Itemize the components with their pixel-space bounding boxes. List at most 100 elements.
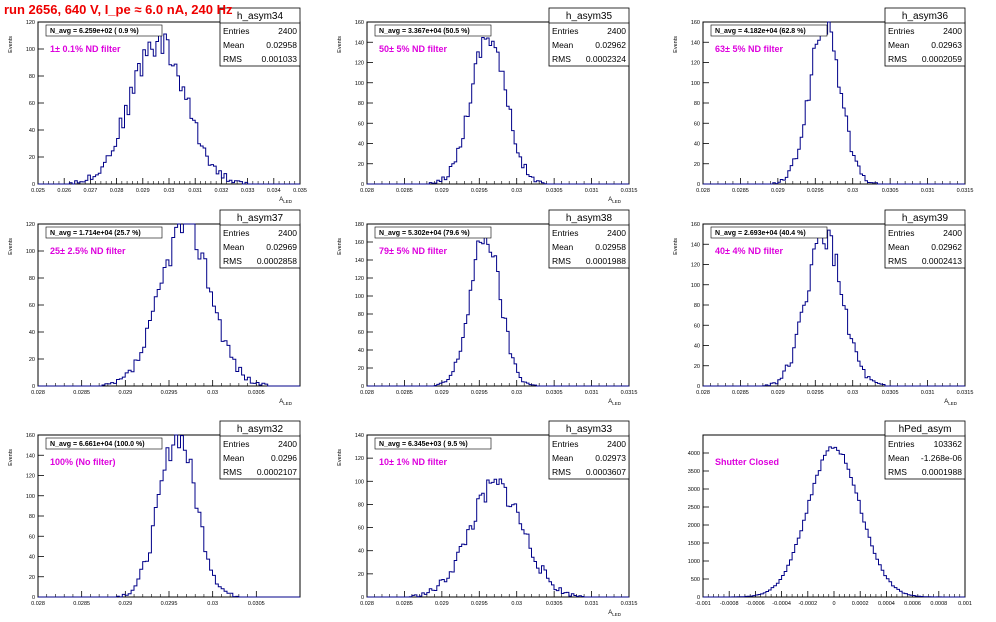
filter-annotation: 100% (No filter) — [50, 457, 116, 467]
stats-value: 0.0002413 — [922, 256, 962, 266]
stats-label: RMS — [223, 54, 242, 64]
stats-value: 2400 — [943, 26, 962, 36]
x-tick-label: 0.028 — [360, 601, 374, 607]
x-tick-label: 0.031 — [921, 390, 935, 396]
x-tick-label: 0.0315 — [957, 188, 974, 194]
y-tick-label: 60 — [29, 101, 35, 107]
y-tick-label: 80 — [29, 74, 35, 80]
y-tick-label: 20 — [358, 162, 364, 168]
y-tick-label: 60 — [358, 526, 364, 532]
stats-value: 103362 — [934, 439, 963, 449]
y-tick-label: 40 — [29, 128, 35, 134]
stats-label: Mean — [552, 40, 574, 50]
stats-label: RMS — [552, 467, 571, 477]
x-tick-label: 0.033 — [241, 188, 255, 194]
y-tick-label: 120 — [355, 456, 364, 462]
stats-value: 2400 — [278, 228, 297, 238]
filter-annotation: Shutter Closed — [715, 457, 779, 467]
histogram-panel-h_asym37: 0.028 0.0285 0.029 0.0295 0.03 0.0305 0 20 40 60 8… — [8, 209, 301, 406]
histogram-line-h_asym33 — [367, 478, 629, 598]
x-tick-label: 0.034 — [267, 188, 281, 194]
stats-label: RMS — [552, 54, 571, 64]
x-tick-label: 0.0006 — [904, 601, 921, 607]
x-tick-label: 0 — [832, 601, 835, 607]
stats-value: 0.0002324 — [586, 54, 626, 64]
y-axis-title: Events — [8, 238, 14, 255]
x-tick-label: 0.029 — [771, 390, 785, 396]
x-tick-label: 0.0295 — [471, 601, 488, 607]
x-tick-label: 0.0305 — [882, 188, 899, 194]
y-tick-label: 60 — [358, 121, 364, 127]
stats-box — [219, 420, 301, 480]
y-axis-title: Events — [337, 449, 343, 466]
y-tick-label: 40 — [358, 549, 364, 555]
y-tick-label: 160 — [355, 240, 364, 246]
stats-box — [548, 209, 630, 269]
y-tick-label: 3000 — [688, 487, 700, 493]
stats-value: 2400 — [607, 26, 626, 36]
x-tick-label: 0.0285 — [396, 601, 413, 607]
n-avg-box — [45, 437, 163, 450]
y-tick-label: 100 — [355, 479, 364, 485]
stats-label: Mean — [552, 242, 574, 252]
x-tick-label: 0.0305 — [546, 390, 563, 396]
y-tick-label: 160 — [26, 433, 35, 439]
y-tick-label: 140 — [26, 453, 35, 459]
run-title: run 2656, 640 V, I_pe ≈ 6.0 nA, 240 Hz — [4, 2, 233, 17]
histogram-panel-h_asym38: 0.028 0.0285 0.029 0.0295 0.03 0.0305 0.031 0.0… — [337, 209, 637, 406]
y-tick-label: 0 — [697, 182, 700, 188]
stats-title: hPed_asym — [899, 424, 952, 435]
x-tick-label: 0.03 — [511, 390, 522, 396]
stats-label: Mean — [223, 40, 245, 50]
stats-value: 0.02969 — [266, 242, 297, 252]
y-tick-label: 100 — [691, 283, 700, 289]
y-tick-label: 40 — [29, 555, 35, 561]
x-tick-label: 0.029 — [118, 601, 132, 607]
plot-frame — [366, 434, 630, 598]
y-tick-label: 140 — [355, 433, 364, 439]
stats-title: h_asym33 — [566, 424, 613, 435]
stats-label: Mean — [223, 242, 245, 252]
x-tick-label: 0.0305 — [546, 601, 563, 607]
x-tick-label: 0.03 — [847, 390, 858, 396]
x-tick-label: 0.031 — [585, 601, 599, 607]
y-tick-label: 0 — [361, 384, 364, 390]
stats-label: Mean — [223, 453, 245, 463]
y-axis-title: Events — [8, 449, 14, 466]
stats-box — [884, 420, 966, 480]
y-tick-label: 40 — [358, 142, 364, 148]
stats-label: RMS — [888, 54, 907, 64]
plot-frame — [366, 223, 630, 387]
x-tick-label: 0.03 — [207, 390, 218, 396]
x-tick-label: 0.0305 — [248, 390, 265, 396]
stats-value: 0.02962 — [931, 242, 962, 252]
n-avg-label: N_avg = 2.693e+04 (40.4 %) — [715, 230, 806, 237]
x-tick-label: 0.0305 — [248, 601, 265, 607]
stats-box — [219, 7, 301, 67]
filter-annotation: 63± 5% ND filter — [715, 44, 783, 54]
x-tick-label: 0.0285 — [732, 390, 749, 396]
stats-value: 0.02973 — [595, 453, 626, 463]
x-tick-label: 0.031 — [188, 188, 202, 194]
n-avg-label: N_avg = 1.714e+04 (25.7 %) — [50, 230, 141, 237]
y-tick-label: 60 — [29, 534, 35, 540]
n-avg-label: N_avg = 6.661e+04 (100.0 %) — [50, 441, 145, 448]
y-tick-label: 0 — [697, 595, 700, 601]
y-tick-label: 40 — [29, 330, 35, 336]
histogram-panel-h_asym36: 0.028 0.0285 0.029 0.0295 0.03 0.0305 0.031 0.0… — [673, 7, 974, 194]
x-tick-label: 0.0305 — [546, 188, 563, 194]
x-tick-label: 0.0315 — [621, 601, 638, 607]
y-tick-label: 120 — [26, 474, 35, 480]
n-avg-box — [45, 226, 163, 239]
x-tick-label: 0.029 — [118, 390, 132, 396]
stats-title: h_asym38 — [566, 213, 613, 224]
x-tick-label: 0.027 — [84, 188, 98, 194]
stats-title: h_asym35 — [566, 11, 613, 22]
stats-title: h_asym34 — [237, 11, 284, 22]
y-tick-label: 0 — [32, 595, 35, 601]
x-tick-label: 0.03 — [207, 601, 218, 607]
x-tick-label: 0.028 — [31, 601, 45, 607]
histogram-panel-h_asym34: 0.025 0.026 0.027 0.028 0.029 0.03 0.031 0.032 0… — [8, 7, 307, 204]
x-tick-label: 0.025 — [31, 188, 45, 194]
stats-label: Entries — [552, 228, 578, 238]
